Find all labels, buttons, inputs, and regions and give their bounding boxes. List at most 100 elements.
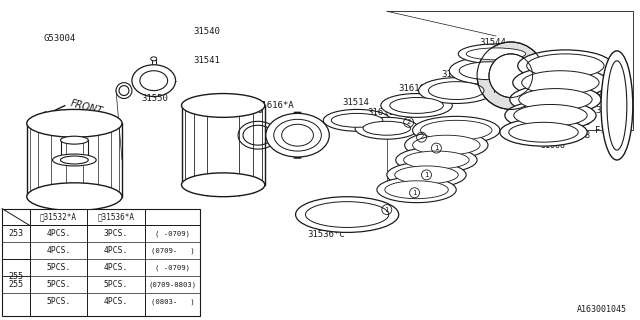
Ellipse shape — [27, 109, 122, 137]
Ellipse shape — [413, 135, 480, 155]
Text: 31544: 31544 — [479, 38, 506, 47]
Ellipse shape — [274, 119, 321, 151]
Ellipse shape — [477, 42, 545, 109]
Text: 4PCS.: 4PCS. — [104, 263, 128, 272]
Text: 31532*B: 31532*B — [556, 118, 591, 127]
Text: 5PCS.: 5PCS. — [46, 263, 70, 272]
Ellipse shape — [420, 120, 492, 140]
Text: (0709-   ): (0709- ) — [150, 247, 195, 254]
Text: 31616*A: 31616*A — [256, 101, 294, 110]
Ellipse shape — [395, 166, 458, 184]
Ellipse shape — [119, 86, 129, 96]
Text: 31536*B: 31536*B — [567, 91, 602, 100]
Ellipse shape — [266, 113, 330, 157]
Ellipse shape — [505, 100, 596, 130]
Text: 253: 253 — [8, 229, 24, 238]
Text: 31541: 31541 — [193, 56, 220, 65]
Ellipse shape — [282, 124, 314, 146]
Ellipse shape — [509, 122, 579, 142]
Text: (0709-0803): (0709-0803) — [148, 281, 196, 288]
Ellipse shape — [355, 117, 419, 139]
Ellipse shape — [458, 44, 534, 64]
Text: 3PCS.: 3PCS. — [104, 229, 128, 238]
Text: 4PCS.: 4PCS. — [46, 229, 70, 238]
Text: 4PCS.: 4PCS. — [104, 246, 128, 255]
Ellipse shape — [601, 51, 633, 160]
Text: 31599: 31599 — [469, 49, 496, 58]
Ellipse shape — [381, 93, 452, 117]
Ellipse shape — [500, 118, 587, 146]
Bar — [2, 209, 200, 316]
Text: 31550: 31550 — [142, 94, 169, 103]
Ellipse shape — [489, 54, 532, 98]
Ellipse shape — [396, 147, 477, 173]
Text: 1: 1 — [385, 207, 389, 212]
Ellipse shape — [140, 71, 168, 91]
Text: 1: 1 — [424, 172, 429, 178]
Ellipse shape — [332, 113, 383, 127]
Ellipse shape — [377, 177, 456, 203]
Text: G53004: G53004 — [44, 34, 76, 43]
Text: ①31532*A: ①31532*A — [40, 212, 77, 221]
Text: 31668: 31668 — [541, 140, 566, 150]
Ellipse shape — [518, 50, 613, 82]
Ellipse shape — [61, 156, 88, 164]
Text: 5PCS.: 5PCS. — [46, 280, 70, 289]
Ellipse shape — [132, 65, 175, 97]
Ellipse shape — [27, 183, 122, 211]
Ellipse shape — [323, 109, 391, 131]
Ellipse shape — [387, 162, 466, 188]
Text: 31540: 31540 — [193, 27, 220, 36]
Ellipse shape — [116, 83, 132, 99]
Text: F04201: F04201 — [493, 86, 525, 95]
Text: A163001045: A163001045 — [577, 305, 627, 314]
Text: 31514: 31514 — [342, 98, 369, 107]
Ellipse shape — [305, 202, 388, 228]
Ellipse shape — [428, 82, 484, 100]
Text: 31532*B: 31532*B — [556, 131, 591, 140]
Text: 31540: 31540 — [40, 215, 67, 224]
Text: FRONT: FRONT — [69, 98, 104, 116]
Ellipse shape — [182, 173, 265, 197]
Text: 31537: 31537 — [442, 70, 468, 79]
Ellipse shape — [151, 57, 157, 61]
Text: 31536*B: 31536*B — [567, 76, 602, 85]
Text: ( -0709): ( -0709) — [155, 264, 190, 271]
Text: 255: 255 — [8, 280, 24, 289]
Text: 31616*C: 31616*C — [367, 108, 404, 117]
Ellipse shape — [61, 136, 88, 144]
Ellipse shape — [513, 67, 608, 99]
Text: 4PCS.: 4PCS. — [46, 246, 70, 255]
Text: 31567*B: 31567*B — [595, 106, 633, 115]
Text: 31616*B: 31616*B — [399, 84, 436, 93]
Text: (0803-   ): (0803- ) — [150, 298, 195, 305]
Ellipse shape — [413, 116, 500, 144]
Ellipse shape — [296, 197, 399, 232]
Ellipse shape — [466, 48, 525, 60]
Text: 31567*A: 31567*A — [436, 154, 472, 163]
Ellipse shape — [449, 57, 529, 84]
Text: F1002: F1002 — [461, 140, 486, 150]
Text: 4PCS.: 4PCS. — [104, 297, 128, 306]
Text: 2: 2 — [406, 119, 411, 125]
Text: 1: 1 — [412, 190, 417, 196]
Ellipse shape — [52, 154, 96, 166]
Ellipse shape — [510, 84, 601, 114]
Text: 31536*C: 31536*C — [307, 230, 345, 239]
Ellipse shape — [419, 78, 494, 103]
Ellipse shape — [460, 62, 519, 80]
Text: 31546: 31546 — [236, 106, 263, 115]
Ellipse shape — [519, 89, 592, 110]
Ellipse shape — [514, 104, 587, 126]
Ellipse shape — [522, 71, 599, 94]
Text: F10021: F10021 — [595, 126, 627, 135]
Ellipse shape — [404, 151, 469, 169]
Text: ②31536*A: ②31536*A — [97, 212, 134, 221]
Text: 2: 2 — [419, 134, 424, 140]
Ellipse shape — [363, 121, 411, 135]
Text: 255: 255 — [8, 272, 24, 281]
Text: ( -0709): ( -0709) — [155, 231, 190, 237]
Ellipse shape — [385, 181, 448, 199]
Ellipse shape — [607, 61, 627, 150]
Ellipse shape — [404, 131, 488, 159]
